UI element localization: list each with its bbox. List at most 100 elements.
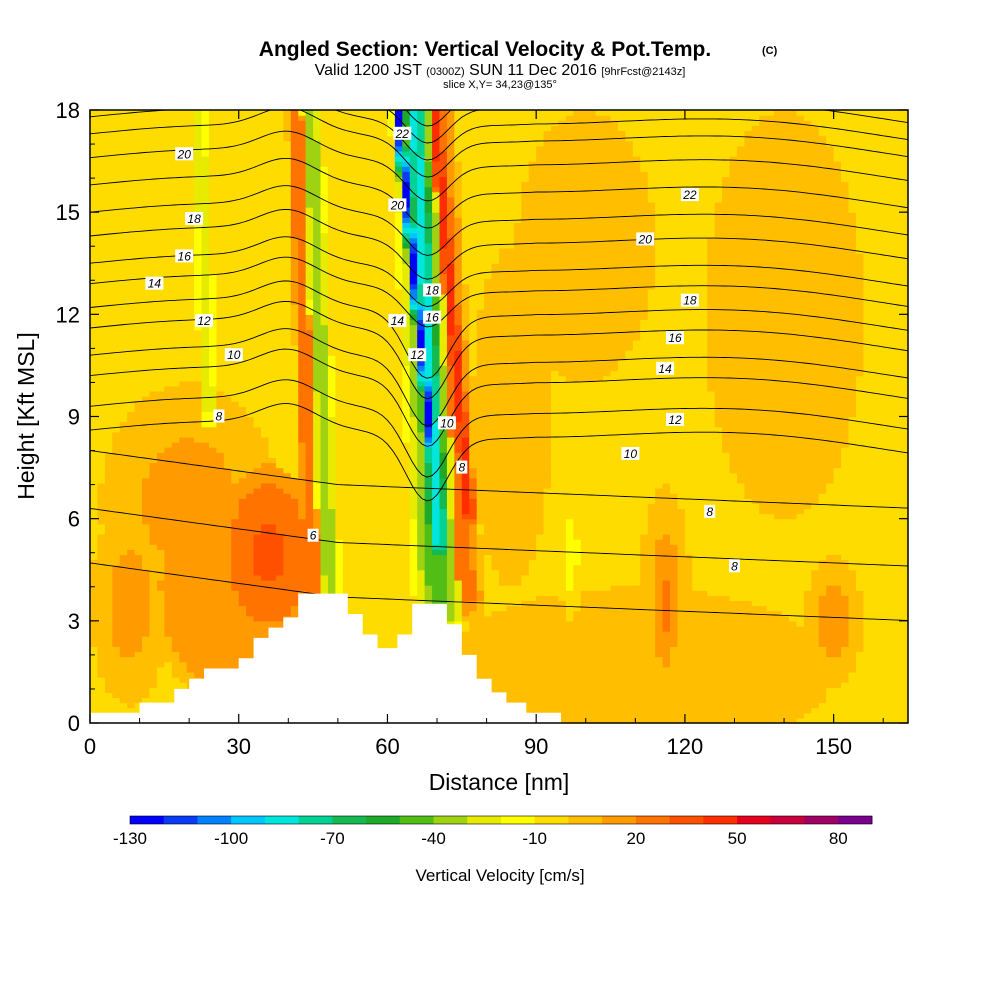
field-cell <box>290 171 299 178</box>
field-cell <box>290 421 299 428</box>
field-cell <box>283 462 292 469</box>
field-cell <box>327 125 336 132</box>
field-cell <box>380 299 389 305</box>
field-cell <box>320 375 329 382</box>
field-cell <box>104 651 113 658</box>
field-cell <box>372 503 381 510</box>
field-cell <box>216 207 225 213</box>
field-cell <box>134 595 143 601</box>
field-cell <box>179 590 188 596</box>
field-cell <box>216 181 225 188</box>
field-cell <box>97 539 106 545</box>
field-cell <box>164 150 173 157</box>
field-cell <box>127 636 136 642</box>
field-cell <box>275 549 284 556</box>
field-cell <box>149 518 158 525</box>
field-cell <box>380 115 389 121</box>
field-cell <box>327 253 336 259</box>
field-cell <box>313 477 322 484</box>
field-cell <box>246 615 255 622</box>
field-cell <box>223 212 232 218</box>
field-cell <box>298 171 307 178</box>
field-cell <box>119 110 128 116</box>
field-cell <box>290 350 299 356</box>
field-cell <box>305 207 314 213</box>
field-cell <box>171 610 180 617</box>
field-cell <box>164 329 173 336</box>
field-cell <box>164 411 173 418</box>
field-cell <box>142 697 151 704</box>
field-cell <box>380 549 389 556</box>
field-cell <box>194 329 203 336</box>
field-cell <box>253 278 262 285</box>
field-cell <box>127 677 136 683</box>
field-cell <box>90 227 99 234</box>
field-cell <box>142 539 151 545</box>
field-cell <box>216 329 225 336</box>
field-cell <box>164 110 173 116</box>
field-cell <box>320 268 329 275</box>
field-cell <box>127 309 136 315</box>
field-cell <box>342 360 351 367</box>
field-cell <box>253 442 262 448</box>
field-cell <box>275 610 284 617</box>
field-cell <box>268 554 277 561</box>
field-cell <box>134 171 143 178</box>
field-cell <box>208 360 218 367</box>
field-cell <box>149 309 158 315</box>
field-cell <box>298 247 307 254</box>
field-cell <box>357 227 366 234</box>
field-cell <box>305 278 314 285</box>
field-cell <box>164 666 173 673</box>
field-cell <box>142 217 151 223</box>
field-cell <box>268 447 277 453</box>
field-cell <box>290 207 299 213</box>
field-cell <box>134 324 143 331</box>
field-cell <box>201 426 210 433</box>
field-cell <box>253 493 262 499</box>
field-cell <box>283 488 292 494</box>
field-cell <box>238 181 247 188</box>
field-cell <box>298 569 307 576</box>
field-cell <box>164 283 173 290</box>
field-cell <box>387 293 396 300</box>
field-cell <box>365 278 374 285</box>
field-cell <box>268 436 277 443</box>
field-cell <box>320 191 329 198</box>
field-cell <box>350 263 359 269</box>
field-cell <box>268 232 277 239</box>
field-cell <box>90 533 99 540</box>
field-cell <box>142 666 151 673</box>
field-cell <box>342 196 351 203</box>
field-cell <box>261 498 270 504</box>
field-cell <box>357 186 366 193</box>
field-cell <box>298 411 307 418</box>
field-cell <box>365 631 374 637</box>
field-cell <box>156 212 165 218</box>
field-cell <box>194 273 203 280</box>
field-cell <box>387 227 396 234</box>
field-cell <box>156 110 165 116</box>
field-cell <box>194 508 203 515</box>
field-cell <box>231 186 240 193</box>
field-cell <box>179 452 188 458</box>
field-cell <box>119 237 128 244</box>
field-cell <box>127 222 136 229</box>
field-cell <box>394 544 403 550</box>
field-cell <box>305 396 314 402</box>
field-cell <box>298 436 307 443</box>
field-cell <box>231 477 240 484</box>
field-cell <box>127 258 136 264</box>
field-cell <box>119 263 128 269</box>
field-cell <box>261 135 270 142</box>
field-cell <box>357 554 366 561</box>
field-cell <box>380 513 389 520</box>
field-cell <box>164 595 173 601</box>
field-cell <box>156 605 165 612</box>
field-cell <box>216 488 225 494</box>
field-cell <box>327 559 336 566</box>
field-cell <box>186 442 195 448</box>
field-cell <box>290 278 299 285</box>
field-cell <box>149 600 158 607</box>
field-cell <box>149 651 158 658</box>
